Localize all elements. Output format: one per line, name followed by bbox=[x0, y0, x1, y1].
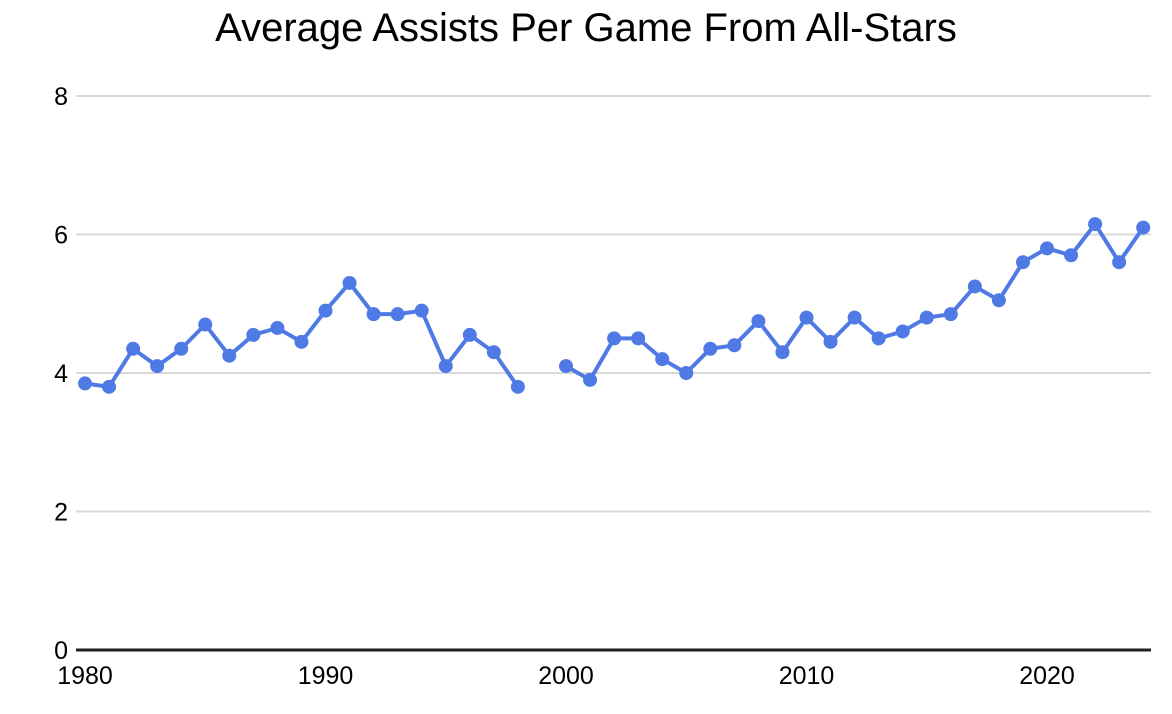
data-point-2007 bbox=[727, 338, 742, 353]
data-point-2024 bbox=[1136, 220, 1151, 235]
y-tick-label-0: 0 bbox=[54, 637, 68, 665]
chart-title: Average Assists Per Game From All-Stars bbox=[215, 6, 957, 50]
data-point-1988 bbox=[270, 320, 285, 335]
y-tick-label-6: 6 bbox=[54, 222, 68, 250]
data-point-1986 bbox=[222, 348, 237, 363]
data-point-1990 bbox=[318, 303, 333, 318]
data-point-2000 bbox=[559, 359, 573, 374]
data-point-1994 bbox=[414, 303, 429, 318]
data-point-1989 bbox=[294, 334, 309, 349]
data-point-1995 bbox=[438, 359, 453, 374]
y-tick-label-8: 8 bbox=[54, 83, 68, 111]
data-point-2002 bbox=[607, 331, 622, 346]
data-point-2015 bbox=[919, 310, 934, 325]
data-point-2012 bbox=[847, 310, 862, 325]
data-point-1992 bbox=[366, 307, 381, 322]
data-point-2013 bbox=[871, 331, 886, 346]
data-line-segment-2 bbox=[564, 222, 1146, 382]
data-point-2001 bbox=[583, 372, 598, 387]
data-point-2003 bbox=[631, 331, 646, 346]
x-tick-label-2010: 2010 bbox=[779, 662, 835, 690]
data-point-1984 bbox=[174, 341, 189, 356]
y-tick-label-4: 4 bbox=[54, 360, 68, 388]
data-point-2006 bbox=[703, 341, 718, 356]
y-tick-label-2: 2 bbox=[54, 499, 68, 527]
data-point-1983 bbox=[150, 359, 165, 374]
data-point-2019 bbox=[1015, 255, 1030, 270]
data-point-1982 bbox=[126, 341, 141, 356]
data-point-2020 bbox=[1040, 241, 1054, 256]
data-point-1991 bbox=[342, 275, 357, 290]
data-point-2005 bbox=[679, 366, 694, 380]
data-point-2021 bbox=[1064, 248, 1079, 263]
data-point-1985 bbox=[198, 317, 213, 332]
data-point-1998 bbox=[510, 379, 525, 394]
data-point-2008 bbox=[751, 314, 766, 329]
data-point-2023 bbox=[1112, 255, 1127, 270]
data-point-1993 bbox=[390, 307, 405, 322]
data-point-2014 bbox=[895, 324, 910, 339]
data-point-1987 bbox=[246, 327, 261, 342]
data-point-2018 bbox=[991, 293, 1006, 308]
x-tick-label-1980: 1980 bbox=[57, 662, 113, 690]
data-point-1981 bbox=[102, 379, 117, 394]
data-point-2016 bbox=[943, 307, 958, 322]
data-point-1996 bbox=[462, 327, 477, 342]
data-point-2010 bbox=[799, 310, 814, 325]
x-tick-label-2020: 2020 bbox=[1019, 662, 1075, 690]
data-point-1997 bbox=[486, 345, 501, 360]
data-point-1980 bbox=[78, 376, 92, 391]
data-point-2017 bbox=[967, 279, 982, 294]
data-point-2022 bbox=[1088, 217, 1103, 232]
x-tick-label-2000: 2000 bbox=[538, 662, 594, 690]
x-tick-label-1990: 1990 bbox=[298, 662, 354, 690]
data-point-2004 bbox=[655, 352, 670, 367]
data-point-2011 bbox=[823, 334, 838, 349]
data-point-2009 bbox=[775, 345, 790, 360]
